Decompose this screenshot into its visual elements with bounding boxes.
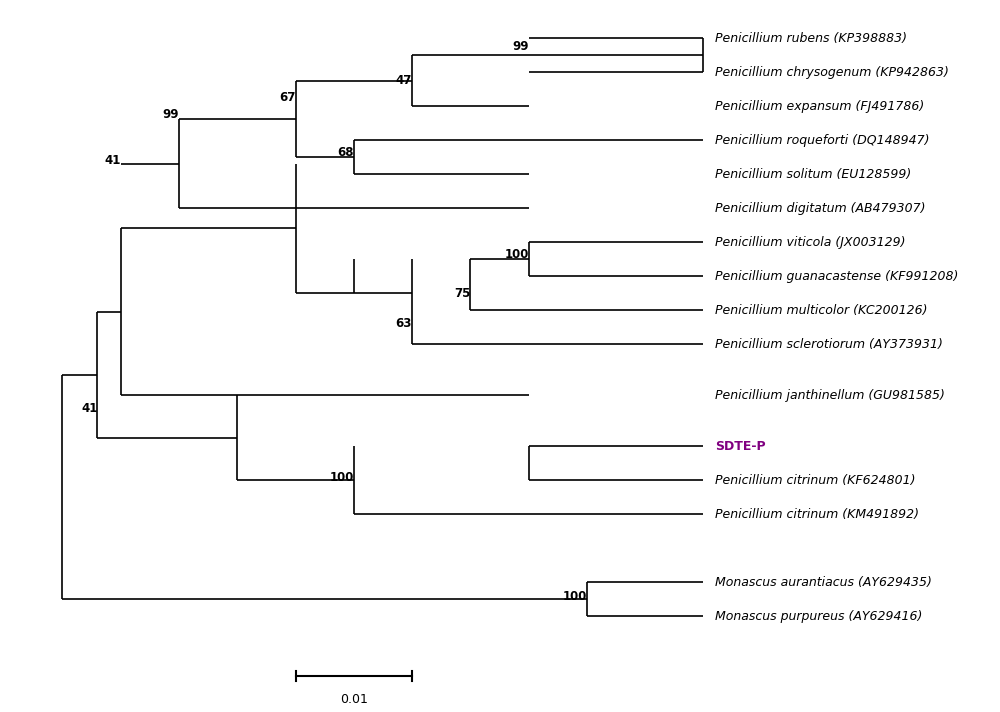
Text: 99: 99: [162, 108, 179, 121]
Text: 41: 41: [104, 154, 121, 167]
Text: 41: 41: [81, 402, 97, 416]
Text: 100: 100: [563, 590, 587, 602]
Text: Penicillium rubens (KP398883): Penicillium rubens (KP398883): [715, 31, 907, 45]
Text: Penicillium roqueforti (DQ148947): Penicillium roqueforti (DQ148947): [715, 134, 930, 147]
Text: 99: 99: [512, 40, 529, 53]
Text: Penicillium multicolor (KC200126): Penicillium multicolor (KC200126): [715, 304, 928, 317]
Text: 100: 100: [329, 471, 354, 483]
Text: Monascus aurantiacus (AY629435): Monascus aurantiacus (AY629435): [715, 576, 932, 589]
Text: 100: 100: [504, 248, 529, 261]
Text: SDTE-P: SDTE-P: [715, 440, 766, 453]
Text: Penicillium digitatum (AB479307): Penicillium digitatum (AB479307): [715, 201, 926, 215]
Text: Penicillium citrinum (KM491892): Penicillium citrinum (KM491892): [715, 508, 919, 521]
Text: 47: 47: [396, 74, 412, 87]
Text: 67: 67: [279, 91, 296, 104]
Text: Penicillium citrinum (KF624801): Penicillium citrinum (KF624801): [715, 474, 916, 487]
Text: Penicillium sclerotiorum (AY373931): Penicillium sclerotiorum (AY373931): [715, 337, 943, 351]
Text: Penicillium janthinellum (GU981585): Penicillium janthinellum (GU981585): [715, 389, 945, 402]
Text: Penicillium solitum (EU128599): Penicillium solitum (EU128599): [715, 168, 911, 181]
Text: 0.01: 0.01: [340, 693, 368, 706]
Text: Monascus purpureus (AY629416): Monascus purpureus (AY629416): [715, 610, 922, 623]
Text: Penicillium viticola (JX003129): Penicillium viticola (JX003129): [715, 236, 906, 248]
Text: 68: 68: [337, 146, 354, 159]
Text: Penicillium expansum (FJ491786): Penicillium expansum (FJ491786): [715, 100, 924, 112]
Text: Penicillium guanacastense (KF991208): Penicillium guanacastense (KF991208): [715, 270, 958, 283]
Text: Penicillium chrysogenum (KP942863): Penicillium chrysogenum (KP942863): [715, 66, 949, 79]
Text: 75: 75: [454, 287, 470, 300]
Text: 63: 63: [396, 318, 412, 330]
